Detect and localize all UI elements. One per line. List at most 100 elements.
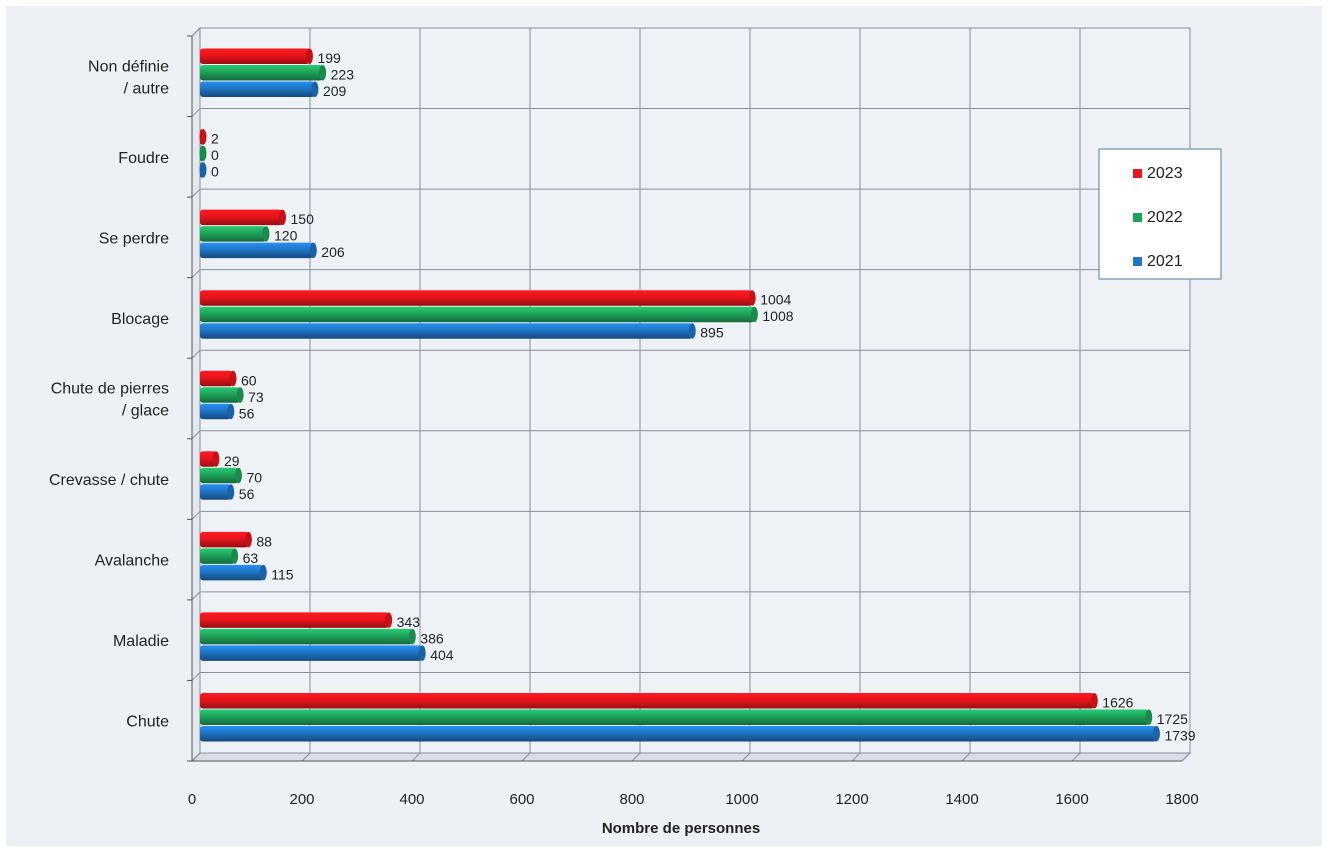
x-gridline-floor xyxy=(851,752,861,762)
data-label: 1626 xyxy=(1102,694,1133,710)
data-label: 386 xyxy=(420,630,444,646)
category-label: Maladie xyxy=(113,633,169,650)
y-gridline-side xyxy=(191,752,201,762)
legend-swatch-2022 xyxy=(1133,213,1142,222)
x-gridline-floor xyxy=(1071,752,1081,762)
x-tick-label: 1400 xyxy=(945,791,978,808)
category-label: Se perdre xyxy=(99,230,169,247)
data-label: 56 xyxy=(239,405,255,421)
bar-end-2023 xyxy=(385,612,393,628)
bar-2021 xyxy=(200,403,231,420)
data-label: 115 xyxy=(271,566,294,582)
bar-2022 xyxy=(200,306,755,323)
x-tick-label: 0 xyxy=(188,791,196,808)
x-tick-label: 600 xyxy=(509,791,534,808)
bar-end-2021 xyxy=(199,162,207,178)
data-label: 73 xyxy=(248,389,264,405)
data-label: 120 xyxy=(274,228,298,244)
category-label: Chute xyxy=(126,714,169,731)
x-gridline-floor xyxy=(521,752,531,762)
bar-2023 xyxy=(200,451,216,467)
bar-end-2022 xyxy=(1145,709,1153,725)
bar-2022 xyxy=(200,548,235,564)
chart-panel: 0 200 400 600 800 1000 1200 1400 1600 1800 199 223 2… xyxy=(6,6,1322,846)
bar-end-2022 xyxy=(231,548,239,564)
bar-2022 xyxy=(200,467,239,484)
legend-swatch-2023 xyxy=(1133,169,1142,178)
bar-end-2023 xyxy=(305,48,313,65)
data-label: 63 xyxy=(243,550,259,566)
bar-2022 xyxy=(200,628,413,645)
y-gridline-side xyxy=(191,27,201,37)
y-gridline-side xyxy=(191,672,201,681)
bar-2022 xyxy=(200,65,323,81)
bar-2021 xyxy=(200,81,315,98)
data-label: 1004 xyxy=(760,292,791,308)
bar-end-2023 xyxy=(244,531,252,548)
data-label: 29 xyxy=(224,453,240,469)
plot-floor xyxy=(190,752,1192,762)
bar-end-2022 xyxy=(236,387,244,403)
bar-2021 xyxy=(200,645,423,661)
x-gridline-floor xyxy=(301,752,311,762)
bar-end-2021 xyxy=(227,403,235,420)
bar-end-2023 xyxy=(748,290,756,306)
bar-2021 xyxy=(200,484,231,500)
bar-2023 xyxy=(200,290,753,306)
data-label: 206 xyxy=(321,244,345,260)
data-label: 150 xyxy=(291,211,315,227)
bar-end-2021 xyxy=(688,323,696,339)
category-label: Crevasse / chute xyxy=(49,472,169,489)
x-tick-label: 400 xyxy=(399,791,424,808)
data-label: 404 xyxy=(430,647,454,663)
data-label: 2 xyxy=(211,131,219,147)
x-gridline-floor xyxy=(631,752,641,762)
x-tick-label: 1600 xyxy=(1055,791,1088,808)
bar-2023 xyxy=(200,209,283,226)
legend-label-2022: 2022 xyxy=(1147,209,1183,226)
data-label: 1739 xyxy=(1164,727,1195,743)
bar-2021 xyxy=(200,564,264,581)
bar-end-2022 xyxy=(319,65,327,81)
data-label: 70 xyxy=(247,469,263,485)
data-label: 0 xyxy=(211,164,219,180)
data-label: 60 xyxy=(241,372,257,388)
data-label: 343 xyxy=(397,614,421,630)
bar-2023 xyxy=(200,370,233,387)
data-label: 88 xyxy=(256,533,272,549)
y-gridline-side xyxy=(191,430,201,440)
bar-end-2023 xyxy=(279,209,286,226)
bar-2022 xyxy=(200,709,1149,725)
legend-box xyxy=(1098,148,1222,280)
bar-2021 xyxy=(200,242,314,259)
x-tick-label: 1800 xyxy=(1165,791,1198,808)
bar-2022 xyxy=(200,226,266,242)
data-label: 1008 xyxy=(762,308,793,324)
bar-2023 xyxy=(200,48,310,65)
y-gridline-side xyxy=(191,188,201,198)
bar-end-2023 xyxy=(1090,692,1098,709)
bar-2021 xyxy=(200,323,693,339)
legend-swatch-2021 xyxy=(1133,257,1142,266)
bar-end-2023 xyxy=(229,370,237,387)
bar-end-2022 xyxy=(408,628,416,645)
y-gridline-side xyxy=(191,269,201,279)
bar-2023 xyxy=(200,531,249,548)
data-label: 895 xyxy=(700,325,724,341)
x-gridline-floor xyxy=(741,752,751,762)
category-label: Foudre xyxy=(118,150,169,167)
x-tick-label: 1000 xyxy=(725,791,758,808)
bar-2023 xyxy=(200,612,389,628)
x-tick-label: 800 xyxy=(619,791,644,808)
x-axis-title: Nombre de personnes xyxy=(602,820,760,837)
x-tick-label: 200 xyxy=(289,791,314,808)
category-label: Blocage xyxy=(111,311,169,328)
bar-end-2021 xyxy=(309,242,317,259)
x-gridline-floor xyxy=(961,752,971,762)
bar-2023 xyxy=(200,692,1095,709)
y-gridline-side xyxy=(191,510,201,520)
bar-end-2023 xyxy=(212,451,220,467)
category-label: Chute de pierres / glace xyxy=(51,381,169,420)
bar-end-2021 xyxy=(1152,725,1160,742)
bar-2021 xyxy=(200,725,1157,742)
